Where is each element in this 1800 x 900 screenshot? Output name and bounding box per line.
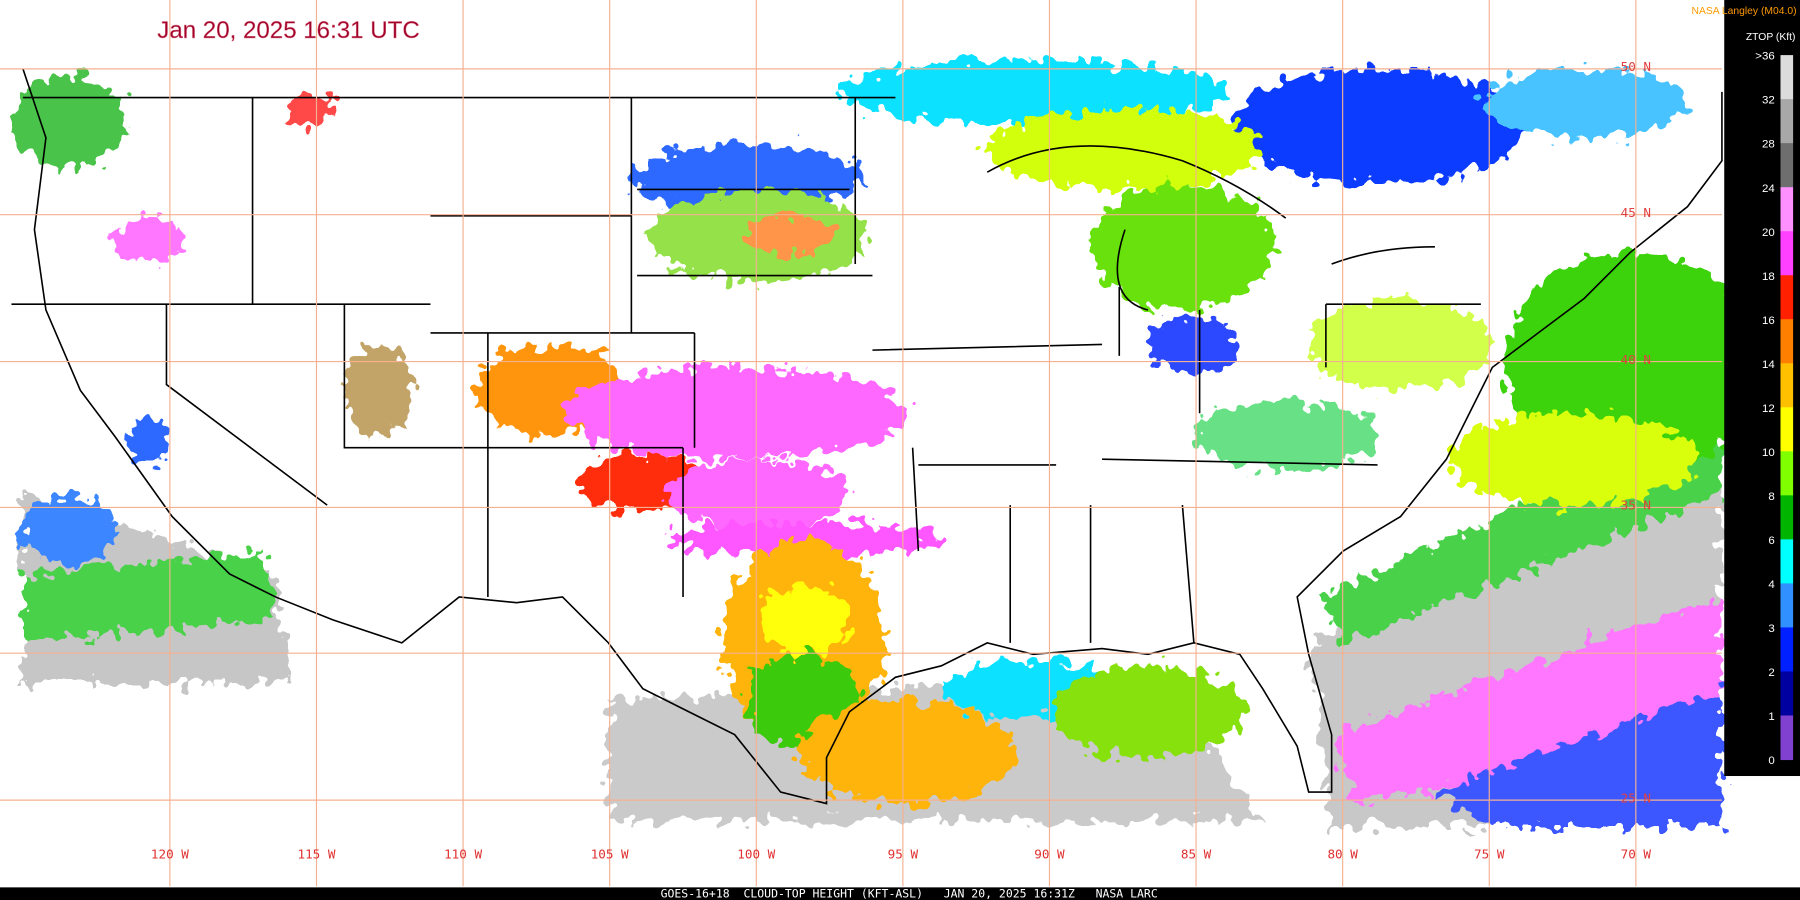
legend-label: 28 (1762, 139, 1775, 151)
latitude-label: 45 N (1621, 205, 1651, 220)
longitude-label: 85 W (1181, 847, 1212, 862)
footer-text: GOES-16+18 CLOUD-TOP HEIGHT (KFT-ASL) JA… (661, 887, 1158, 900)
legend-swatch (1780, 583, 1794, 628)
longitude-label: 100 W (737, 847, 775, 862)
legend-label: 18 (1762, 271, 1775, 283)
legend-swatch (1780, 319, 1794, 364)
legend-label: 1 (1768, 711, 1774, 723)
legend-swatch (1780, 671, 1794, 717)
legend-label: 6 (1768, 535, 1774, 547)
legend-swatch (1780, 275, 1794, 320)
latitude-label: 25 N (1621, 790, 1651, 805)
legend-label: 20 (1762, 227, 1775, 239)
longitude-label: 120 W (151, 847, 189, 862)
legend-swatch (1780, 627, 1794, 673)
legend-swatch (1780, 55, 1794, 100)
latitude-label: 50 N (1621, 59, 1651, 74)
legend-label: 2 (1768, 667, 1774, 679)
cloud-layer (11, 59, 1757, 827)
longitude-label: 110 W (444, 847, 482, 862)
legend-label: 16 (1762, 315, 1775, 327)
footer-bar (0, 887, 1800, 900)
legend-swatch (1780, 187, 1794, 232)
longitude-label: 95 W (888, 847, 919, 862)
legend-swatch (1780, 715, 1794, 761)
legend-title: ZTOP (Kft) (1746, 32, 1796, 43)
legend-swatch (1780, 363, 1794, 408)
legend-swatch (1780, 495, 1794, 540)
legend-label: 12 (1762, 403, 1775, 415)
legend-label: >36 (1755, 51, 1774, 63)
legend-swatch (1780, 539, 1794, 584)
borders (11, 68, 1723, 805)
longitude-label: 75 W (1474, 847, 1505, 862)
legend-label: 10 (1762, 447, 1775, 459)
longitude-label: 90 W (1034, 847, 1065, 862)
legend-swatch (1780, 231, 1794, 276)
map-title: Jan 20, 2025 16:31 UTC (157, 17, 420, 44)
legend-label: 0 (1768, 755, 1774, 767)
longitude-label: 105 W (591, 847, 629, 862)
legend-label: 3 (1768, 623, 1774, 635)
longitude-label: 70 W (1621, 847, 1652, 862)
legend-label: 24 (1762, 183, 1775, 195)
graticule (0, 0, 1722, 887)
latitude-label: 40 N (1621, 352, 1651, 367)
credit: NASA Langley (M04.0) (1691, 6, 1796, 17)
legend-label: 8 (1768, 491, 1774, 503)
legend-swatch (1780, 407, 1794, 452)
legend-label: 4 (1768, 579, 1775, 591)
legend-swatch (1780, 99, 1794, 144)
legend-swatch (1780, 451, 1794, 496)
latitude-label: 35 N (1621, 498, 1651, 513)
legend-label: 32 (1762, 95, 1775, 107)
legend-label: 14 (1762, 359, 1775, 371)
longitude-label: 115 W (298, 847, 336, 862)
longitude-label: 80 W (1327, 847, 1358, 862)
legend-swatch (1780, 143, 1794, 188)
